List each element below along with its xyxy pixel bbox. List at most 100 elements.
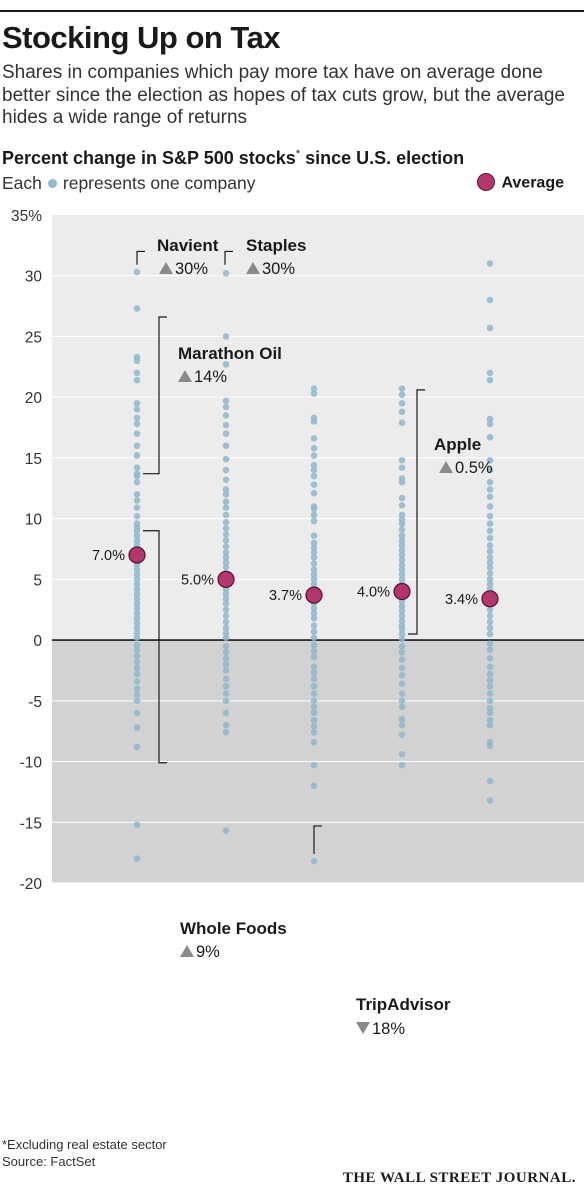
company-point xyxy=(486,580,494,588)
company-point xyxy=(133,566,141,573)
company-point xyxy=(398,680,406,688)
y-tick-label: 10 xyxy=(25,512,43,529)
company-point xyxy=(222,549,230,556)
company-point xyxy=(222,412,230,419)
company-point xyxy=(310,647,318,655)
company-point xyxy=(222,486,230,493)
chart-heading-tail: since U.S. election xyxy=(300,148,465,168)
company-point xyxy=(486,721,494,729)
company-point xyxy=(398,750,406,758)
company-point xyxy=(486,324,494,332)
company-point xyxy=(222,361,230,368)
company-point xyxy=(133,821,141,829)
legend-each: Each represents one company xyxy=(2,173,256,194)
company-point xyxy=(133,619,141,627)
company-point xyxy=(222,721,230,729)
company-point xyxy=(310,481,318,488)
annotation-change: 18% xyxy=(372,1020,405,1038)
y-tick-label: 35% xyxy=(11,208,42,225)
company-point xyxy=(133,743,141,751)
company-point xyxy=(133,357,141,365)
company-point xyxy=(310,682,318,690)
company-point xyxy=(310,605,318,612)
company-point xyxy=(222,511,230,519)
annotation-label: Navient xyxy=(157,236,219,255)
company-point xyxy=(133,624,141,632)
company-point xyxy=(133,504,141,512)
company-point xyxy=(133,305,141,312)
company-point xyxy=(310,571,318,578)
company-point xyxy=(222,537,230,544)
company-point xyxy=(222,269,230,277)
positive-region-bg xyxy=(52,215,584,641)
y-tick-label: 0 xyxy=(33,633,42,650)
average-label: 4.0% xyxy=(357,585,390,601)
company-point xyxy=(398,697,406,705)
down-triangle-icon xyxy=(356,1022,370,1034)
company-point xyxy=(222,675,230,683)
legend-average: Average xyxy=(477,173,564,194)
company-point xyxy=(310,435,318,442)
company-point xyxy=(486,563,494,571)
company-point xyxy=(222,634,230,641)
company-point xyxy=(398,408,406,416)
company-point xyxy=(222,430,230,437)
company-point xyxy=(486,296,494,304)
company-point xyxy=(133,414,141,422)
annotation-label: TripAdvisor xyxy=(356,995,451,1014)
company-point xyxy=(133,610,141,617)
company-point xyxy=(486,478,494,486)
company-point xyxy=(398,625,406,633)
scatter-chart: 35% 30 25 20 15 10 5 0 -5 -10 -15 -20 Navient 30% Stap… xyxy=(11,208,584,1038)
company-point xyxy=(398,457,406,464)
legend-each-prefix: Each xyxy=(2,173,42,193)
company-point xyxy=(133,537,141,544)
company-point xyxy=(398,391,406,399)
legend-average-icon xyxy=(477,173,496,191)
company-point xyxy=(133,691,141,699)
company-point xyxy=(398,656,406,663)
company-point xyxy=(133,420,141,428)
company-point xyxy=(133,614,141,622)
company-point xyxy=(310,761,318,769)
company-point xyxy=(310,610,318,617)
up-triangle-icon xyxy=(180,945,194,957)
company-point xyxy=(133,478,141,486)
company-point xyxy=(398,537,406,544)
company-point xyxy=(133,590,141,598)
company-point xyxy=(486,576,494,583)
annotation-label: Marathon Oil xyxy=(178,344,282,363)
company-point xyxy=(133,685,141,692)
average-marker xyxy=(217,570,235,588)
company-point xyxy=(486,569,494,577)
company-point xyxy=(133,532,141,539)
company-point xyxy=(133,472,141,480)
chart-title: Stocking Up on Tax xyxy=(2,20,281,55)
company-point xyxy=(486,777,494,785)
company-point xyxy=(310,697,318,705)
company-point xyxy=(398,494,406,502)
publisher-logo: THE WALL STREET JOURNAL. xyxy=(342,1170,576,1186)
company-point xyxy=(222,491,230,498)
company-point xyxy=(222,600,230,607)
company-point xyxy=(486,655,494,662)
company-point xyxy=(310,549,318,556)
company-point xyxy=(486,542,494,549)
company-point xyxy=(222,606,230,614)
company-point xyxy=(310,517,318,525)
company-point xyxy=(310,634,318,641)
company-point xyxy=(222,618,230,626)
company-point xyxy=(222,697,230,705)
company-point xyxy=(398,607,406,615)
company-point xyxy=(222,403,230,411)
company-point xyxy=(486,697,494,705)
apple-leader xyxy=(408,389,425,635)
up-triangle-icon xyxy=(246,262,260,274)
source: Source: FactSet xyxy=(2,1154,96,1169)
company-point xyxy=(310,628,318,635)
company-point xyxy=(486,433,494,441)
chart-heading-asterisk: * xyxy=(295,148,301,160)
company-point xyxy=(133,430,141,437)
company-point xyxy=(310,489,318,497)
company-point xyxy=(133,376,141,384)
